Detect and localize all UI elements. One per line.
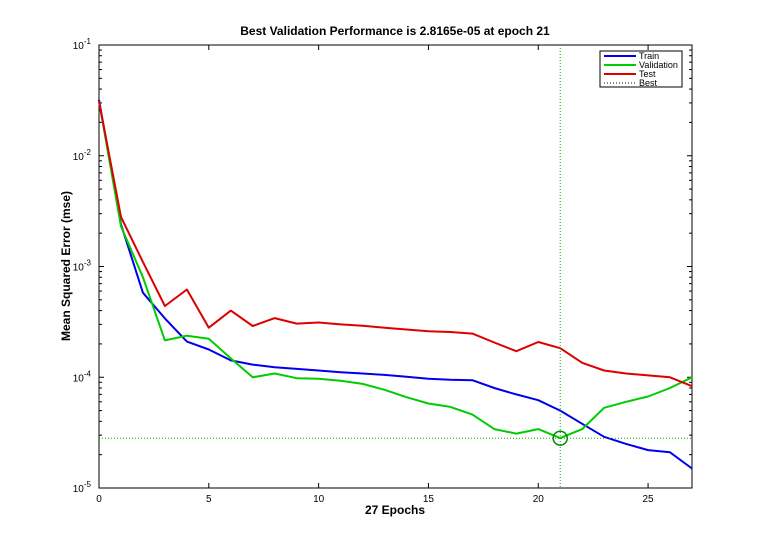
- x-tick-label: 15: [423, 494, 435, 505]
- legend-label-test: Test: [639, 69, 656, 79]
- y-axis-label: Mean Squared Error (mse): [59, 191, 73, 341]
- y-tick-label: 10-5: [73, 480, 92, 495]
- y-tick-label: 10-1: [73, 37, 92, 52]
- legend-label-validation: Validation: [639, 60, 678, 70]
- y-axis-ticks: 10-110-210-310-410-5: [73, 37, 692, 495]
- y-tick-base: 10: [73, 373, 85, 384]
- axes-box: [98, 44, 693, 489]
- y-tick-label: 10-3: [73, 259, 92, 274]
- y-tick-label: 10-2: [73, 148, 92, 163]
- y-tick-base: 10: [73, 152, 85, 163]
- y-tick-exponent: -3: [84, 259, 92, 268]
- x-tick-label: 0: [96, 494, 102, 505]
- x-tick-label: 25: [643, 494, 655, 505]
- best-layer: [99, 45, 692, 488]
- legend-label-train: Train: [639, 51, 659, 61]
- y-tick-exponent: -4: [84, 369, 92, 378]
- y-tick-exponent: -2: [84, 148, 92, 157]
- y-tick-exponent: -5: [84, 480, 92, 489]
- y-tick-exponent: -1: [84, 37, 92, 46]
- y-tick-base: 10: [73, 41, 85, 52]
- series-line-validation: [98, 101, 693, 440]
- y-tick-base: 10: [73, 484, 85, 495]
- x-tick-label: 20: [533, 494, 545, 505]
- x-axis-label: 27 Epochs: [365, 503, 425, 517]
- legend-label-best: Best: [639, 78, 658, 88]
- x-tick-label: 5: [206, 494, 212, 505]
- best-marker: [552, 430, 568, 446]
- series-line-test: [98, 101, 693, 388]
- series-line-train: [98, 99, 693, 470]
- x-tick-label: 10: [313, 494, 325, 505]
- chart-title: Best Validation Performance is 2.8165e-0…: [240, 24, 550, 38]
- y-tick-label: 10-4: [73, 369, 92, 384]
- y-tick-base: 10: [73, 263, 85, 274]
- series-layer: [98, 99, 693, 470]
- x-axis-ticks: 0 5 10 15 20 25: [96, 45, 654, 505]
